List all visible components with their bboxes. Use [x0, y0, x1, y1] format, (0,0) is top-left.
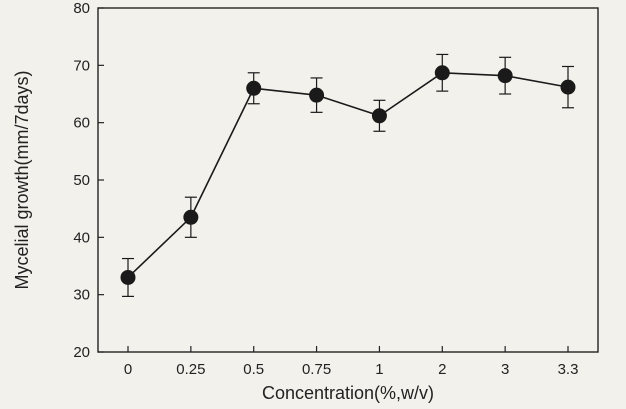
data-point: [434, 65, 450, 81]
x-tick-label: 1: [375, 361, 383, 378]
series-group: [120, 53, 576, 297]
x-tick-label: 0.25: [176, 361, 205, 378]
series-line: [127, 71, 569, 279]
y-tick-label: 50: [73, 172, 90, 189]
x-tick-label: 0.5: [243, 361, 264, 378]
data-point: [309, 87, 325, 103]
x-axis: 0 0.25 0.5 0.75 1 2 3 3.3: [124, 346, 579, 378]
y-tick-label: 80: [73, 0, 90, 17]
y-tick-label: 70: [73, 57, 90, 74]
data-point: [497, 68, 513, 84]
x-tick-label: 0.75: [302, 361, 331, 378]
x-tick-label: 3.3: [558, 361, 579, 378]
y-tick-label: 60: [73, 115, 90, 132]
plot-frame: [97, 7, 599, 353]
y-axis: 20 30 40 50 60 70 80: [73, 0, 104, 361]
x-axis-title: Concentration(%,w/v): [262, 383, 434, 403]
data-point: [120, 269, 136, 285]
x-tick-label: 2: [438, 361, 446, 378]
x-tick-label: 0: [124, 361, 132, 378]
data-point: [371, 108, 387, 124]
data-point: [246, 80, 262, 96]
data-point: [183, 209, 199, 225]
data-point: [560, 79, 576, 95]
x-tick-label: 3: [501, 361, 509, 378]
y-axis-title: Mycelial growth(mm/7days): [12, 70, 32, 289]
y-tick-label: 40: [73, 229, 90, 246]
y-tick-label: 20: [73, 344, 90, 361]
y-tick-label: 30: [73, 287, 90, 304]
